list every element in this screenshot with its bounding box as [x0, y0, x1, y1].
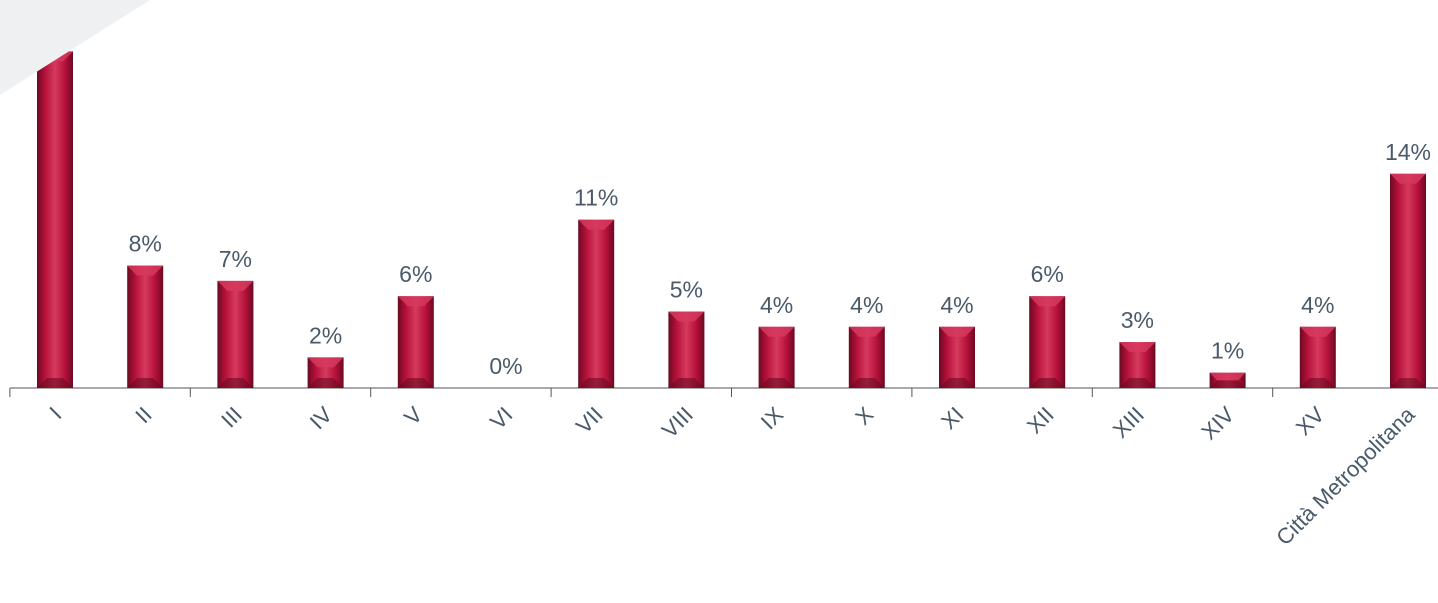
data-label: 0% — [489, 353, 522, 379]
bar — [217, 281, 253, 388]
bar — [1029, 296, 1065, 388]
corner-decoration — [0, 0, 150, 95]
data-label: 2% — [309, 322, 342, 348]
data-label: 1% — [1211, 338, 1244, 364]
bar — [1300, 327, 1336, 388]
data-label: 11% — [574, 185, 618, 211]
x-tick-label: XV — [1291, 402, 1330, 441]
bar — [1390, 174, 1426, 388]
data-label: 5% — [670, 277, 703, 303]
data-label: 4% — [760, 292, 793, 318]
bar — [668, 312, 704, 389]
x-tick-label: V — [399, 402, 427, 430]
x-tick-label: XIV — [1196, 402, 1239, 445]
x-tick-label: XIII — [1108, 402, 1149, 443]
data-label: 6% — [399, 261, 432, 287]
x-tick-label: III — [216, 402, 247, 433]
bar — [578, 220, 614, 388]
data-label: 4% — [1301, 292, 1334, 318]
bar — [308, 357, 344, 388]
data-label: 14% — [1385, 139, 1431, 165]
x-tick-label: VI — [485, 402, 517, 434]
data-label: 3% — [1121, 307, 1154, 333]
x-tick-label: XI — [936, 402, 968, 434]
bar — [939, 327, 975, 388]
data-label: 7% — [219, 246, 252, 272]
data-label: 4% — [850, 292, 883, 318]
x-tick-label: XII — [1022, 402, 1059, 439]
bar — [37, 51, 73, 388]
bar — [127, 266, 163, 388]
x-tick-label: VII — [571, 402, 608, 439]
bar — [398, 296, 434, 388]
data-label: 8% — [129, 231, 162, 257]
data-label: 6% — [1031, 261, 1064, 287]
x-tick-label: IX — [756, 402, 789, 435]
bar — [1119, 342, 1155, 388]
data-label: 4% — [940, 292, 973, 318]
bar — [759, 327, 795, 388]
x-tick-label: II — [130, 402, 156, 428]
x-tick-label: VIII — [657, 402, 698, 443]
bar — [849, 327, 885, 388]
bar — [1210, 373, 1246, 388]
x-tick-label: X — [850, 402, 878, 430]
x-tick-label: IV — [305, 402, 338, 435]
x-tick-label: I — [45, 402, 67, 424]
